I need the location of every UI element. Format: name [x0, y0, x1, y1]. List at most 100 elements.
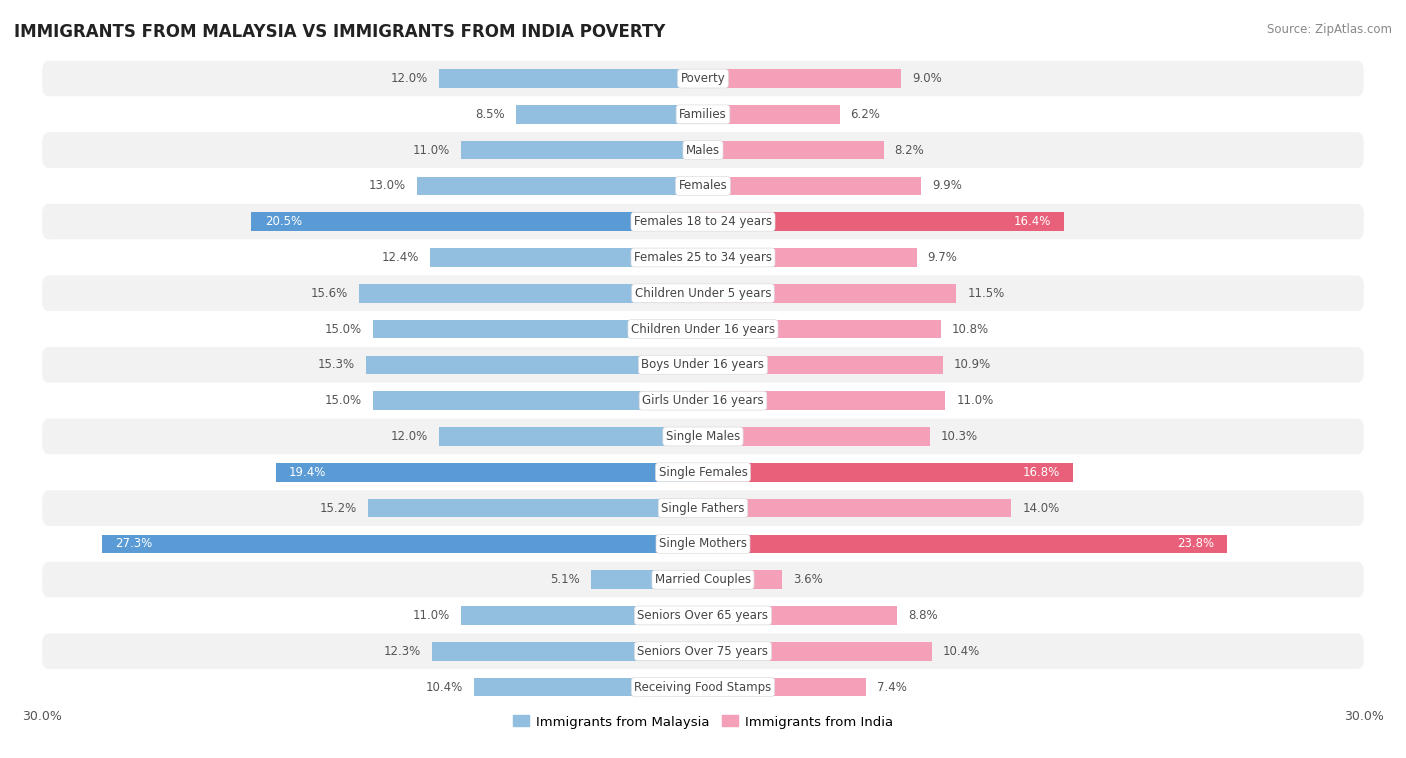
Text: IMMIGRANTS FROM MALAYSIA VS IMMIGRANTS FROM INDIA POVERTY: IMMIGRANTS FROM MALAYSIA VS IMMIGRANTS F…: [14, 23, 665, 41]
Bar: [373, 391, 703, 410]
Bar: [368, 499, 703, 518]
Bar: [703, 463, 1073, 481]
Text: 10.8%: 10.8%: [952, 323, 988, 336]
FancyBboxPatch shape: [42, 418, 1364, 454]
Bar: [703, 105, 839, 124]
Text: 19.4%: 19.4%: [288, 465, 326, 479]
Text: 11.0%: 11.0%: [956, 394, 994, 407]
Text: 13.0%: 13.0%: [368, 180, 405, 193]
Bar: [366, 356, 703, 374]
Text: 10.4%: 10.4%: [943, 645, 980, 658]
Text: 15.6%: 15.6%: [311, 287, 349, 300]
Text: Boys Under 16 years: Boys Under 16 years: [641, 359, 765, 371]
FancyBboxPatch shape: [42, 597, 1364, 634]
Bar: [101, 534, 703, 553]
Text: Single Fathers: Single Fathers: [661, 502, 745, 515]
Bar: [703, 356, 943, 374]
Bar: [252, 212, 703, 231]
Text: Poverty: Poverty: [681, 72, 725, 85]
Bar: [703, 642, 932, 660]
FancyBboxPatch shape: [42, 347, 1364, 383]
Bar: [591, 570, 703, 589]
Bar: [276, 463, 703, 481]
Legend: Immigrants from Malaysia, Immigrants from India: Immigrants from Malaysia, Immigrants fro…: [508, 710, 898, 734]
Text: 16.4%: 16.4%: [1014, 215, 1052, 228]
Text: Children Under 5 years: Children Under 5 years: [634, 287, 772, 300]
Bar: [703, 391, 945, 410]
Bar: [703, 177, 921, 196]
Text: 12.0%: 12.0%: [391, 72, 427, 85]
Text: 10.3%: 10.3%: [941, 430, 979, 443]
Bar: [703, 69, 901, 88]
Bar: [461, 141, 703, 159]
Bar: [703, 141, 883, 159]
FancyBboxPatch shape: [42, 634, 1364, 669]
Bar: [703, 320, 941, 338]
Text: Receiving Food Stamps: Receiving Food Stamps: [634, 681, 772, 694]
Text: 11.0%: 11.0%: [412, 609, 450, 622]
Bar: [360, 284, 703, 302]
Text: 9.9%: 9.9%: [932, 180, 962, 193]
Bar: [703, 678, 866, 697]
FancyBboxPatch shape: [42, 168, 1364, 204]
Bar: [703, 606, 897, 625]
Bar: [703, 534, 1227, 553]
Text: 9.0%: 9.0%: [912, 72, 942, 85]
FancyBboxPatch shape: [42, 204, 1364, 240]
Text: Source: ZipAtlas.com: Source: ZipAtlas.com: [1267, 23, 1392, 36]
Text: Seniors Over 75 years: Seniors Over 75 years: [637, 645, 769, 658]
Bar: [703, 284, 956, 302]
Text: 6.2%: 6.2%: [851, 108, 880, 121]
Text: Single Females: Single Females: [658, 465, 748, 479]
Text: Females 25 to 34 years: Females 25 to 34 years: [634, 251, 772, 264]
Text: Families: Families: [679, 108, 727, 121]
Text: 14.0%: 14.0%: [1022, 502, 1060, 515]
Text: 11.5%: 11.5%: [967, 287, 1004, 300]
Text: 15.3%: 15.3%: [318, 359, 354, 371]
FancyBboxPatch shape: [42, 312, 1364, 347]
FancyBboxPatch shape: [42, 526, 1364, 562]
Bar: [430, 248, 703, 267]
Bar: [439, 428, 703, 446]
Bar: [703, 212, 1064, 231]
Text: 5.1%: 5.1%: [550, 573, 579, 586]
Text: 27.3%: 27.3%: [115, 537, 152, 550]
FancyBboxPatch shape: [42, 240, 1364, 275]
FancyBboxPatch shape: [42, 96, 1364, 132]
Text: 23.8%: 23.8%: [1177, 537, 1213, 550]
FancyBboxPatch shape: [42, 490, 1364, 526]
Text: 10.4%: 10.4%: [426, 681, 463, 694]
Text: 15.0%: 15.0%: [325, 394, 361, 407]
Text: Seniors Over 65 years: Seniors Over 65 years: [637, 609, 769, 622]
Text: 12.0%: 12.0%: [391, 430, 427, 443]
FancyBboxPatch shape: [42, 454, 1364, 490]
FancyBboxPatch shape: [42, 132, 1364, 168]
FancyBboxPatch shape: [42, 275, 1364, 312]
Text: 12.4%: 12.4%: [381, 251, 419, 264]
Text: 7.4%: 7.4%: [877, 681, 907, 694]
Text: Females 18 to 24 years: Females 18 to 24 years: [634, 215, 772, 228]
Bar: [461, 606, 703, 625]
Text: Females: Females: [679, 180, 727, 193]
Text: 8.8%: 8.8%: [908, 609, 938, 622]
Bar: [703, 248, 917, 267]
FancyBboxPatch shape: [42, 61, 1364, 96]
Text: 15.0%: 15.0%: [325, 323, 361, 336]
Bar: [703, 570, 782, 589]
Text: 20.5%: 20.5%: [264, 215, 302, 228]
Text: 10.9%: 10.9%: [955, 359, 991, 371]
Text: 11.0%: 11.0%: [412, 143, 450, 157]
Text: Children Under 16 years: Children Under 16 years: [631, 323, 775, 336]
Text: 15.2%: 15.2%: [321, 502, 357, 515]
Bar: [432, 642, 703, 660]
Text: 12.3%: 12.3%: [384, 645, 420, 658]
Bar: [439, 69, 703, 88]
Text: Single Males: Single Males: [666, 430, 740, 443]
Text: 9.7%: 9.7%: [928, 251, 957, 264]
FancyBboxPatch shape: [42, 669, 1364, 705]
Text: Girls Under 16 years: Girls Under 16 years: [643, 394, 763, 407]
Text: 8.2%: 8.2%: [894, 143, 924, 157]
Bar: [474, 678, 703, 697]
Text: 3.6%: 3.6%: [793, 573, 823, 586]
Bar: [703, 428, 929, 446]
